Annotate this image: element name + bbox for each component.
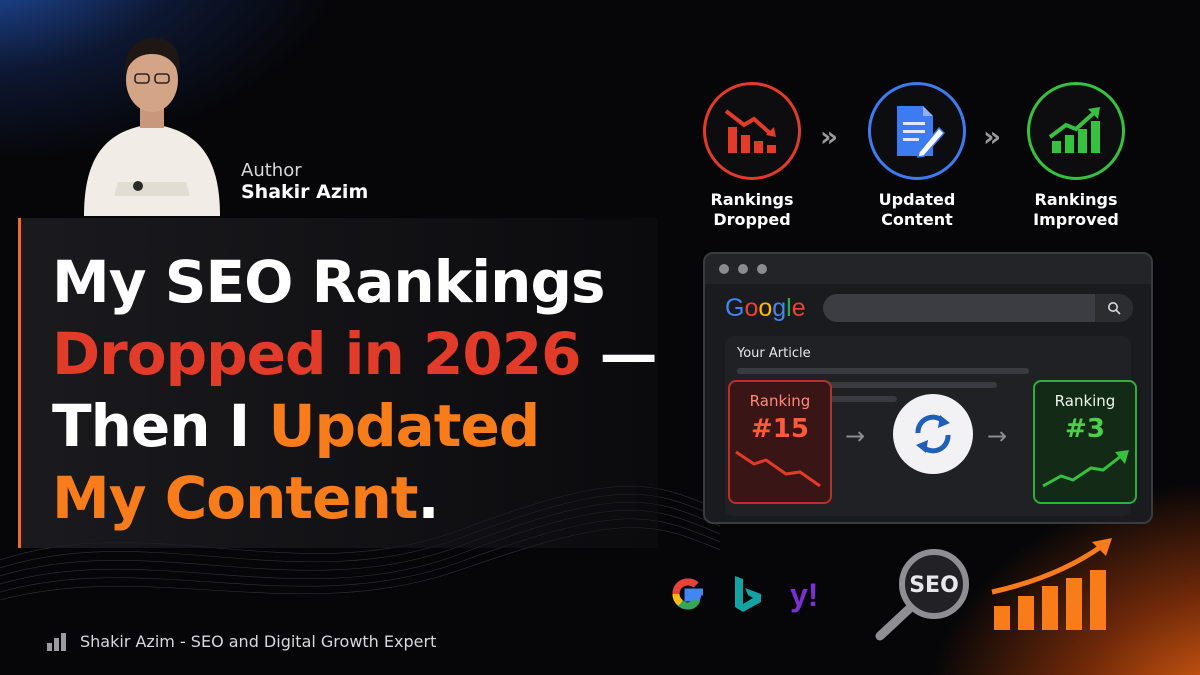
headline-line-3: Then I Updated [52, 392, 540, 460]
placeholder-line [737, 368, 1029, 374]
growth-chart-icon [1027, 82, 1125, 180]
headline-line-1: My SEO Rankings [52, 248, 605, 316]
author-label: Author [241, 160, 302, 181]
footer-text: Shakir Azim - SEO and Digital Growth Exp… [80, 632, 437, 651]
search-input[interactable] [823, 294, 1133, 322]
ranking-label: Ranking [749, 392, 811, 410]
declining-chart-icon [703, 82, 801, 180]
search-icon [1108, 302, 1121, 315]
browser-title-bar [705, 254, 1151, 284]
arrow-right-icon: → [845, 422, 866, 450]
window-dot [738, 264, 748, 274]
chevron-right-icon: » [820, 120, 838, 153]
placeholder-line [737, 382, 997, 388]
sync-icon [893, 394, 973, 474]
author-name: Shakir Azim [241, 181, 369, 203]
flow-step-rankings-improved: Rankings Improved [1006, 82, 1146, 230]
orange-growth-chart-icon [991, 538, 1112, 630]
ranking-label: Ranking [1054, 392, 1116, 410]
yahoo-icon: y! [790, 577, 818, 613]
svg-text:y!: y! [790, 577, 818, 613]
google-logo: Google [725, 294, 806, 322]
footer: Shakir Azim - SEO and Digital Growth Exp… [46, 632, 436, 651]
page-title: My SEO Rankings Dropped in 2026 — Then I… [52, 246, 672, 534]
decline-line-icon [735, 450, 821, 488]
flow-step-rankings-dropped: Rankings Dropped [682, 82, 822, 230]
ranking-value: #3 [1065, 414, 1105, 444]
arrow-right-icon: → [987, 422, 1008, 450]
author-photo [84, 38, 220, 216]
ranking-after-card: Ranking #3 [1033, 380, 1137, 504]
window-dot [757, 264, 767, 274]
bar-chart-icon [47, 632, 66, 651]
google-icon [672, 578, 703, 610]
window-dot [719, 264, 729, 274]
headline-line-4: My Content. [52, 464, 440, 532]
browser-window: Google Your Article Ranking #15 → [703, 252, 1153, 524]
svg-text:SEO: SEO [909, 573, 959, 598]
document-edit-icon [868, 82, 966, 180]
article-title: Your Article [737, 346, 811, 361]
ranking-before-card: Ranking #15 [728, 380, 832, 504]
search-button[interactable] [1095, 294, 1133, 322]
headline-line-2: Dropped in 2026 — [52, 320, 658, 388]
chevron-right-icon: » [983, 120, 1001, 153]
ranking-value: #15 [751, 414, 809, 444]
growth-line-icon [1042, 450, 1129, 488]
bing-icon [735, 576, 761, 612]
flow-step-updated-content: Updated Content [847, 82, 987, 230]
seo-magnifier-icon: SEO [875, 549, 969, 641]
headline-panel [18, 218, 658, 548]
